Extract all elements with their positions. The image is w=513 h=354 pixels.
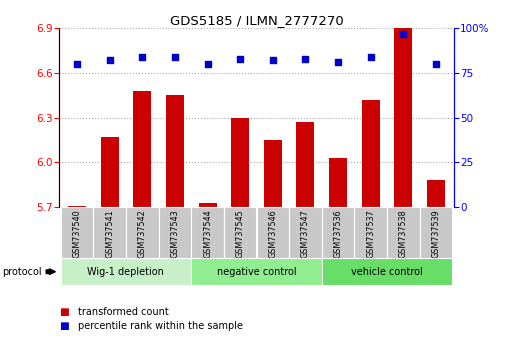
Point (301, 56, 309, 62)
Text: vehicle control: vehicle control (351, 267, 423, 277)
Point (399, 31, 407, 36)
Point (204, 61, 212, 67)
Bar (191, 207, 224, 258)
Text: GSM737543: GSM737543 (170, 210, 180, 258)
Bar (329, 158, 347, 207)
Point (432, 61, 440, 67)
Text: GSM737538: GSM737538 (399, 210, 408, 258)
Bar (427, 180, 445, 207)
Bar (61, 258, 191, 285)
Point (73, 61, 81, 67)
Bar (93, 207, 126, 258)
Text: GSM737536: GSM737536 (333, 210, 343, 258)
Bar (387, 207, 420, 258)
Bar (133, 91, 151, 207)
Bar (224, 207, 256, 258)
Bar (126, 207, 159, 258)
Text: GSM737542: GSM737542 (138, 210, 147, 258)
Bar (159, 207, 191, 258)
Point (138, 54, 146, 60)
Text: GSM737545: GSM737545 (235, 210, 245, 258)
Text: Wig-1 depletion: Wig-1 depletion (88, 267, 164, 277)
Text: transformed count: transformed count (78, 307, 169, 316)
Point (236, 56, 244, 62)
Bar (322, 207, 354, 258)
Bar (68, 206, 86, 207)
Text: ■: ■ (59, 321, 69, 331)
Bar (264, 140, 282, 207)
Point (106, 58, 114, 63)
Point (171, 54, 179, 60)
Bar (231, 118, 249, 207)
Text: GSM737546: GSM737546 (268, 210, 278, 258)
Text: ■: ■ (59, 307, 69, 316)
Text: negative control: negative control (216, 267, 297, 277)
Text: GSM737544: GSM737544 (203, 210, 212, 258)
Text: protocol: protocol (3, 267, 42, 277)
Bar (322, 258, 452, 285)
Bar (256, 207, 289, 258)
Text: percentile rank within the sample: percentile rank within the sample (78, 321, 244, 331)
Bar (362, 100, 380, 207)
Bar (166, 95, 184, 207)
Bar (289, 207, 322, 258)
Point (367, 54, 375, 60)
Bar (354, 207, 387, 258)
Text: GSM737537: GSM737537 (366, 210, 375, 258)
Point (269, 58, 277, 63)
Text: GSM737540: GSM737540 (72, 210, 82, 258)
Text: GSM737547: GSM737547 (301, 210, 310, 258)
Bar (297, 122, 314, 207)
Title: GDS5185 / ILMN_2777270: GDS5185 / ILMN_2777270 (170, 14, 343, 27)
Text: GSM737539: GSM737539 (431, 210, 441, 258)
Bar (394, 27, 412, 207)
Bar (199, 202, 216, 207)
Text: GSM737541: GSM737541 (105, 210, 114, 258)
Bar (420, 207, 452, 258)
Bar (61, 207, 93, 258)
Bar (101, 137, 119, 207)
Bar (191, 258, 322, 285)
Point (334, 59, 342, 65)
